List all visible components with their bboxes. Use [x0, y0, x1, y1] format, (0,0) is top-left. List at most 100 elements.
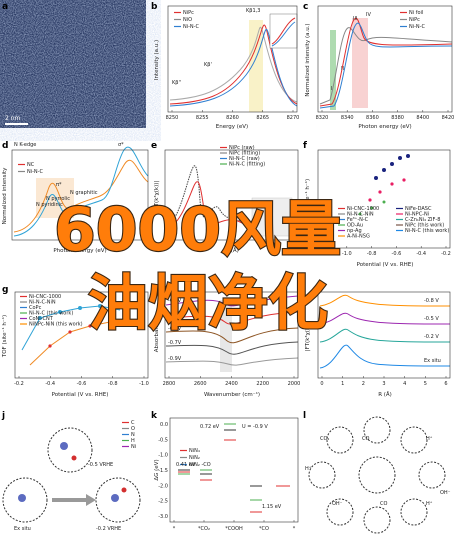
panel-label: b	[151, 2, 158, 12]
shape	[18, 494, 26, 502]
y-tick-label: -3.0	[158, 514, 168, 520]
x-tick-label: 8400	[416, 115, 429, 121]
annotation: -0.5 V	[424, 316, 439, 322]
x-tick-label: -0.4	[45, 381, 55, 387]
y-tick-label: -0.5	[158, 437, 168, 443]
x-axis-label: Energy (eV)	[216, 124, 248, 130]
annotation: -0.8 V	[424, 298, 439, 304]
shape	[98, 304, 102, 308]
shape	[418, 461, 446, 489]
shape	[220, 300, 232, 372]
shape	[382, 168, 386, 172]
x-tick-label: 2800	[163, 381, 176, 387]
legend-label: NiPc	[409, 17, 420, 23]
x-axis-label: R (Å)	[225, 247, 239, 254]
shape	[165, 341, 299, 355]
legend-label: A-Ni-NSG	[347, 234, 370, 240]
annotation: CO	[380, 501, 387, 507]
x-tick-label: -0.2	[441, 251, 451, 257]
annotation: -0.5 VRHE	[88, 462, 113, 468]
shape	[406, 154, 410, 158]
annotation: N pyrrolic	[46, 196, 70, 202]
shape	[319, 312, 451, 325]
y-tick-label: 0.0	[160, 422, 168, 428]
x-axis-label: R (Å)	[378, 391, 392, 398]
x-tick-label: 8250	[166, 115, 179, 121]
shape	[165, 327, 299, 344]
x-tick-label: 1	[341, 381, 344, 387]
shape	[368, 198, 372, 202]
shape	[38, 316, 42, 320]
x-axis-label: Potential (V vs. RHE)	[52, 392, 109, 398]
legend-label: Ni-N-C (fitting)	[229, 162, 265, 168]
axes-frame	[164, 149, 299, 241]
shape	[374, 176, 378, 180]
annotation: 0.41 eV	[176, 462, 196, 468]
shape	[402, 178, 406, 182]
shape	[68, 330, 72, 334]
shape	[319, 328, 451, 343]
y-axis-label: TOF (site⁻¹ h⁻¹)	[1, 315, 8, 358]
shape	[58, 310, 62, 314]
x-tick-label: 8260	[226, 115, 239, 121]
shape	[319, 17, 453, 107]
x-tick-label: -0.8	[108, 381, 118, 387]
annotation: -0.7V	[168, 340, 182, 346]
panel-label: i	[303, 285, 306, 295]
x-axis-label: Wavenumber (cm⁻¹)	[204, 391, 260, 398]
x-tick-label: 2400	[225, 381, 238, 387]
legend-label: Ni-CNC-1000	[29, 294, 61, 300]
shape	[358, 456, 396, 494]
legend-label: Ni	[131, 444, 136, 450]
shape	[378, 190, 382, 194]
shape	[326, 426, 354, 454]
label: 油烟净化	[88, 269, 328, 339]
x-tick-label: 6	[444, 381, 447, 387]
shape	[121, 487, 127, 493]
x-tick-label: -1.2	[317, 251, 327, 257]
legend-label: NiPc (this work)	[405, 223, 444, 229]
axes-frame	[11, 149, 149, 241]
annotation: CO	[362, 436, 369, 442]
panel-label: f	[303, 141, 307, 151]
label: 2 nm	[5, 115, 21, 122]
shape	[95, 477, 141, 523]
x-tick-label: -1.0	[342, 251, 352, 257]
shape	[319, 22, 453, 109]
legend-label: np-Ag	[347, 228, 362, 234]
annotation: -0.2 VRHE	[96, 526, 121, 532]
legend-label: CoNi-CNT	[29, 316, 54, 322]
shape	[2, 477, 48, 523]
shape	[374, 154, 410, 180]
y-axis-label: |FT(k³χ(k))|	[153, 181, 160, 212]
x-tick-label: *	[173, 526, 176, 532]
shape	[400, 498, 428, 526]
annotation: OH⁻	[332, 501, 343, 507]
shape	[382, 200, 386, 204]
panel-label: d	[2, 141, 8, 151]
shape	[165, 311, 299, 325]
x-tick-label: -1.0	[139, 381, 149, 387]
panel-label: g	[2, 285, 8, 295]
legend-label: NiPc (raw)	[229, 145, 255, 151]
legend-label: NiN₂	[189, 455, 200, 461]
shape	[86, 494, 96, 506]
legend-label: CoPc	[29, 305, 42, 311]
annotation: Kβ1,3	[246, 8, 260, 14]
x-tick-label: -0.6	[392, 251, 402, 257]
x-tick-label: -0.6	[77, 381, 87, 387]
legend-label: NiPc	[183, 10, 194, 16]
shape	[178, 423, 262, 501]
x-axis-label: Potential (V vs. RHE)	[357, 262, 414, 268]
annotation: I	[331, 86, 332, 92]
shape	[169, 26, 298, 103]
shape	[326, 498, 354, 526]
legend-label: OD-Au	[347, 223, 363, 229]
shape	[352, 18, 368, 108]
legend-label: Ni-N-C (this work)	[29, 311, 73, 317]
x-tick-label: 2600	[194, 381, 207, 387]
shape	[390, 182, 394, 186]
x-tick-label: *CO	[259, 526, 269, 532]
